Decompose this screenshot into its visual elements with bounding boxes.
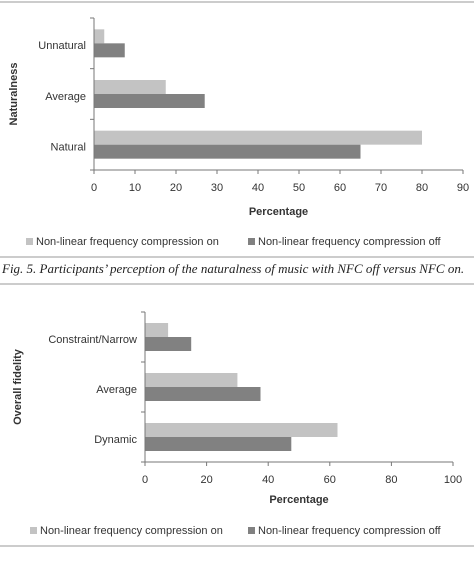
bar bbox=[145, 323, 169, 337]
bar bbox=[94, 43, 125, 58]
y-tick-label: Average bbox=[96, 384, 137, 396]
caption: Fig. 5. Participants’ perception of the … bbox=[1, 261, 464, 276]
x-tick-label: 70 bbox=[375, 182, 387, 194]
legend-label: Non-linear frequency compression off bbox=[258, 525, 442, 537]
bar bbox=[94, 80, 166, 94]
x-axis-label: Percentage bbox=[249, 206, 308, 218]
x-axis-label: Percentage bbox=[269, 494, 328, 506]
x-tick-label: 60 bbox=[334, 182, 346, 194]
x-tick-label: 10 bbox=[129, 182, 141, 194]
bar bbox=[94, 144, 361, 159]
bar bbox=[94, 94, 205, 108]
bar bbox=[145, 387, 261, 401]
legend-label: Non-linear frequency compression on bbox=[36, 236, 219, 248]
bar bbox=[94, 29, 105, 44]
x-tick-label: 40 bbox=[252, 182, 264, 194]
y-axis-label: Overall fidelity bbox=[12, 348, 24, 425]
x-tick-label: 80 bbox=[416, 182, 428, 194]
x-tick-label: 0 bbox=[91, 182, 97, 194]
bar bbox=[145, 373, 238, 387]
x-tick-label: 40 bbox=[262, 474, 274, 486]
x-tick-label: 30 bbox=[211, 182, 223, 194]
x-tick-label: 80 bbox=[385, 474, 397, 486]
x-tick-label: 60 bbox=[324, 474, 336, 486]
y-axis-label: Naturalness bbox=[8, 63, 20, 126]
legend-label: Non-linear frequency compression on bbox=[40, 525, 223, 537]
x-tick-label: 0 bbox=[142, 474, 148, 486]
y-tick-label: Dynamic bbox=[94, 434, 137, 446]
y-tick-label: Constraint/Narrow bbox=[48, 334, 137, 346]
y-tick-label: Natural bbox=[51, 142, 86, 154]
bar bbox=[145, 337, 192, 351]
y-tick-label: Average bbox=[45, 91, 86, 103]
bar bbox=[145, 437, 292, 451]
x-tick-label: 20 bbox=[170, 182, 182, 194]
bar bbox=[94, 130, 422, 145]
legend-swatch bbox=[30, 527, 37, 534]
x-tick-label: 90 bbox=[457, 182, 469, 194]
legend-swatch bbox=[248, 527, 255, 534]
bar bbox=[145, 423, 338, 437]
x-tick-label: 100 bbox=[444, 474, 462, 486]
y-tick-label: Unnatural bbox=[38, 40, 86, 52]
x-tick-label: 50 bbox=[293, 182, 305, 194]
legend-swatch bbox=[248, 238, 255, 245]
legend-swatch bbox=[26, 238, 33, 245]
x-tick-label: 20 bbox=[200, 474, 212, 486]
legend-label: Non-linear frequency compression off bbox=[258, 236, 442, 248]
